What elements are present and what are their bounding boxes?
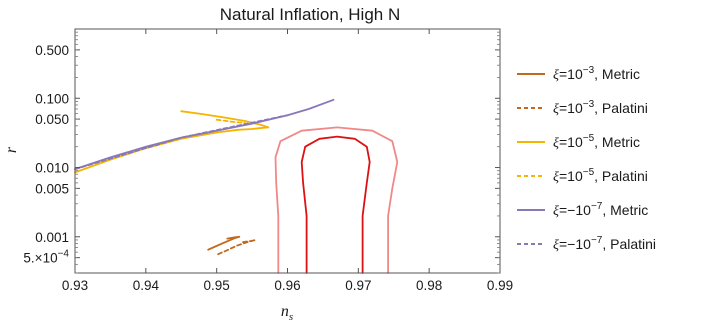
x-tick-label: 0.96 — [274, 278, 300, 293]
y-ticks-layer: 5.×10−4 0.001 0.005 0.010 0.050 0.100 0.500 — [23, 31, 500, 274]
legend-label-2: ξ=10−3, Palatini — [553, 99, 648, 117]
legend-label-5: ξ=−10−7, Metric — [553, 201, 648, 219]
legend-label-3: ξ=10−5, Metric — [553, 133, 640, 151]
x-axis-label: ns — [281, 303, 293, 323]
y-tick-label: 0.050 — [35, 112, 69, 127]
series-line-6 — [74, 114, 289, 170]
series-line-2 — [217, 239, 257, 256]
x-tick-label: 0.99 — [487, 278, 513, 293]
legend: ξ=10−3, Metric ξ=10−3, Palatini ξ=10−5, Me… — [517, 65, 656, 253]
x-tick-label: 0.97 — [345, 278, 371, 293]
y-tick-label: 0.010 — [35, 161, 69, 176]
y-tick-label: 0.001 — [35, 230, 69, 245]
contour-outer — [274, 126, 399, 274]
y-tick-label: 0.500 — [35, 43, 69, 58]
legend-label-1: ξ=10−3, Metric — [553, 65, 640, 83]
legend-label-4: ξ=10−5, Palatini — [553, 167, 648, 185]
chart-title: Natural Inflation, High N — [220, 5, 400, 24]
contour-inner — [300, 135, 371, 274]
contours-layer — [274, 126, 399, 274]
x-tick-label: 0.94 — [133, 278, 160, 293]
x-tick-label: 0.98 — [416, 278, 442, 293]
x-tick-label: 0.95 — [204, 278, 230, 293]
y-axis-label: r — [3, 146, 20, 153]
series-line-3 — [74, 110, 270, 174]
y-tick-label: 0.005 — [35, 181, 69, 196]
series-line-4 — [215, 118, 246, 124]
y-tick-label-exponent: −4 — [58, 249, 70, 260]
series-layer — [74, 98, 335, 256]
x-ticks-layer: 0.93 0.94 0.95 0.96 0.97 0.98 0.99 — [62, 29, 513, 293]
y-tick-label: 5.×10−4 — [23, 249, 69, 266]
series-line-1 — [207, 235, 241, 251]
x-tick-label: 0.93 — [62, 278, 88, 293]
legend-label-6: ξ=−10−7, Palatini — [553, 235, 656, 253]
y-tick-label: 0.100 — [35, 91, 69, 106]
x-axis-label-subscript: s — [289, 311, 293, 323]
